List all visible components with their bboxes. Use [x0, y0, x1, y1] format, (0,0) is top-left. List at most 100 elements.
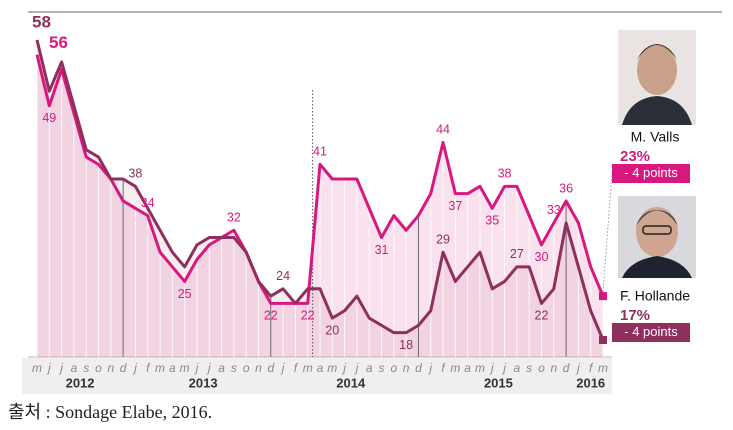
- x-tick-label: s: [379, 361, 385, 375]
- data-label: 38: [128, 167, 142, 181]
- area: [37, 40, 603, 357]
- x-tick-label: o: [95, 361, 102, 375]
- change-box: [612, 323, 690, 342]
- x-tick-label: j: [427, 361, 432, 375]
- photo-face: [637, 45, 677, 95]
- photo-hollande: [618, 196, 696, 278]
- x-tick-label: j: [575, 361, 580, 375]
- x-tick-label: j: [280, 361, 285, 375]
- x-tick-label: m: [155, 361, 165, 375]
- x-tick-label: f: [294, 361, 299, 375]
- year-label: 2012: [66, 375, 95, 390]
- series-line: [35, 39, 605, 341]
- source-note: 출처 : Sondage Elabe, 2016.: [8, 402, 213, 422]
- x-tick-label: o: [390, 361, 397, 375]
- end-value: 23%: [620, 148, 650, 165]
- data-label: 33: [547, 203, 561, 217]
- x-tick-label: n: [403, 361, 410, 375]
- photo-hair: [637, 44, 677, 60]
- photo-glasses: [642, 225, 672, 235]
- connector: [602, 172, 613, 293]
- change-label: - 4 points: [624, 324, 678, 339]
- data-label: 24: [276, 269, 290, 283]
- data-label: 29: [436, 232, 450, 246]
- legend-entry: F. Hollande: [620, 288, 690, 304]
- year-label: 2013: [189, 375, 218, 390]
- x-tick-label: n: [107, 361, 114, 375]
- data-label: 34: [141, 196, 155, 210]
- x-tick-label: m: [303, 361, 313, 375]
- photo-valls: [618, 30, 696, 125]
- x-tick-label: o: [243, 361, 250, 375]
- year-label: 2016: [576, 375, 605, 390]
- x-tick-label: m: [475, 361, 485, 375]
- data-label: 31: [375, 243, 389, 257]
- x-tick-label: a: [317, 361, 324, 375]
- data-label: 30: [535, 250, 549, 264]
- x-tick-label: m: [32, 361, 42, 375]
- data-label: 20: [325, 323, 339, 337]
- x-tick-label: d: [267, 361, 274, 375]
- end-value: 17%: [620, 307, 650, 324]
- data-label: 27: [510, 247, 524, 261]
- end-marker: [599, 336, 607, 344]
- end-marker: [599, 292, 607, 301]
- x-tick-label: a: [514, 361, 521, 375]
- year-label: 2014: [336, 375, 366, 390]
- data-label: 44: [436, 123, 450, 137]
- x-tick-label: n: [255, 361, 262, 375]
- data-label: 38: [498, 167, 512, 181]
- x-tick-label: m: [180, 361, 190, 375]
- x-tick-label: n: [550, 361, 557, 375]
- x-tick-label: j: [489, 361, 494, 375]
- data-label: 32: [227, 211, 241, 225]
- x-tick-label: o: [538, 361, 545, 375]
- photo-face: [636, 207, 678, 257]
- data-label: 49: [42, 111, 56, 125]
- x-tick-label: j: [46, 361, 51, 375]
- x-tick-label: d: [563, 361, 570, 375]
- x-tick-label: f: [589, 361, 594, 375]
- change-label: - 4 points: [624, 165, 678, 180]
- data-label: 25: [178, 287, 192, 301]
- data-label: 18: [399, 338, 413, 352]
- series-line: [35, 54, 605, 305]
- x-tick-label: j: [194, 361, 199, 375]
- x-tick-label: f: [441, 361, 446, 375]
- data-label: 58: [32, 12, 51, 31]
- data-label: 22: [264, 309, 278, 323]
- x-tick-label: m: [598, 361, 608, 375]
- x-tick-label: a: [366, 361, 373, 375]
- data-label: 37: [448, 199, 462, 213]
- data-label: 56: [49, 33, 68, 52]
- year-label: 2015: [484, 375, 513, 390]
- x-tick-label: s: [231, 361, 237, 375]
- x-tick-label: j: [58, 361, 63, 375]
- x-tick-label: d: [415, 361, 422, 375]
- x-tick-label: a: [169, 361, 176, 375]
- x-tick-label: a: [71, 361, 78, 375]
- data-label: 22: [301, 309, 315, 323]
- x-tick-label: a: [218, 361, 225, 375]
- axis-band: [22, 358, 612, 394]
- x-tick-label: m: [450, 361, 460, 375]
- data-label: 22: [535, 309, 549, 323]
- data-label: 35: [485, 214, 499, 228]
- x-tick-label: j: [206, 361, 211, 375]
- data-label: 36: [559, 181, 573, 195]
- x-tick-label: f: [146, 361, 151, 375]
- x-tick-label: d: [120, 361, 127, 375]
- x-tick-label: s: [526, 361, 532, 375]
- photo-suit: [622, 96, 692, 125]
- x-tick-label: j: [501, 361, 506, 375]
- x-tick-label: a: [464, 361, 471, 375]
- photo-hair: [636, 210, 678, 226]
- x-tick-label: j: [341, 361, 346, 375]
- x-tick-label: j: [132, 361, 137, 375]
- x-tick-label: s: [83, 361, 89, 375]
- data-label: 41: [313, 145, 327, 159]
- legend-entry: M. Valls: [631, 129, 680, 145]
